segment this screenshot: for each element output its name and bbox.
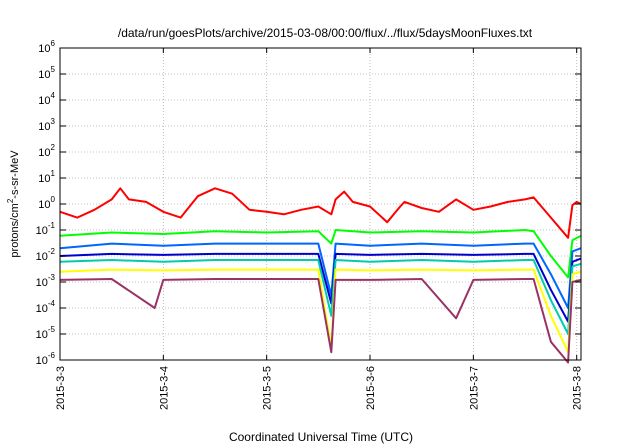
x-tick-label: 2015-3-5 bbox=[262, 366, 274, 410]
x-tick-label: 2015-3-4 bbox=[158, 366, 170, 410]
y-tick-label: 105 bbox=[38, 65, 55, 81]
x-tick-label: 2015-3-8 bbox=[572, 366, 584, 410]
y-axis-label-sup: 2 bbox=[6, 198, 15, 203]
y-tick-label: 10-1 bbox=[36, 221, 56, 237]
y-axis-label-rest: -s-sr-MeV bbox=[9, 150, 21, 199]
series-line-7 bbox=[59, 278, 582, 364]
y-tick-label: 10-2 bbox=[36, 247, 56, 263]
y-tick-label: 104 bbox=[38, 91, 55, 107]
y-axis-label: protons/cm2-s-sr-MeV bbox=[6, 150, 21, 258]
ticks: 2015-3-3 2015-3-4 2015-3-5 2015-3-6 2015-3-7… bbox=[36, 39, 584, 410]
series-line-5 bbox=[59, 259, 582, 335]
x-tick-label: 2015-3-6 bbox=[365, 366, 377, 410]
y-tick-label: 10-5 bbox=[36, 325, 56, 341]
x-tick-label: 2015-3-7 bbox=[468, 366, 480, 410]
x-axis-label: Coordinated Universal Time (UTC) bbox=[229, 430, 413, 444]
series-line-3 bbox=[59, 242, 582, 309]
series-layer bbox=[59, 187, 582, 364]
y-tick-label: 10-4 bbox=[36, 299, 56, 315]
y-tick-label: 106 bbox=[38, 39, 55, 55]
y-axis-label-base: protons/cm bbox=[9, 203, 21, 257]
series-line-1 bbox=[59, 187, 582, 239]
series-line-2 bbox=[59, 229, 582, 279]
chart-title: /data/run/goesPlots/archive/2015-03-08/0… bbox=[118, 26, 533, 40]
y-tick-label: 102 bbox=[38, 143, 55, 159]
series-line-6 bbox=[59, 268, 582, 354]
y-tick-label: 103 bbox=[38, 117, 55, 133]
y-tick-label: 100 bbox=[38, 195, 55, 211]
y-tick-label: 10-6 bbox=[36, 351, 56, 367]
y-tick-label: 101 bbox=[38, 169, 55, 185]
series-line-4 bbox=[59, 252, 582, 323]
x-tick-label: 2015-3-3 bbox=[55, 366, 67, 410]
y-tick-label: 10-3 bbox=[36, 273, 56, 289]
